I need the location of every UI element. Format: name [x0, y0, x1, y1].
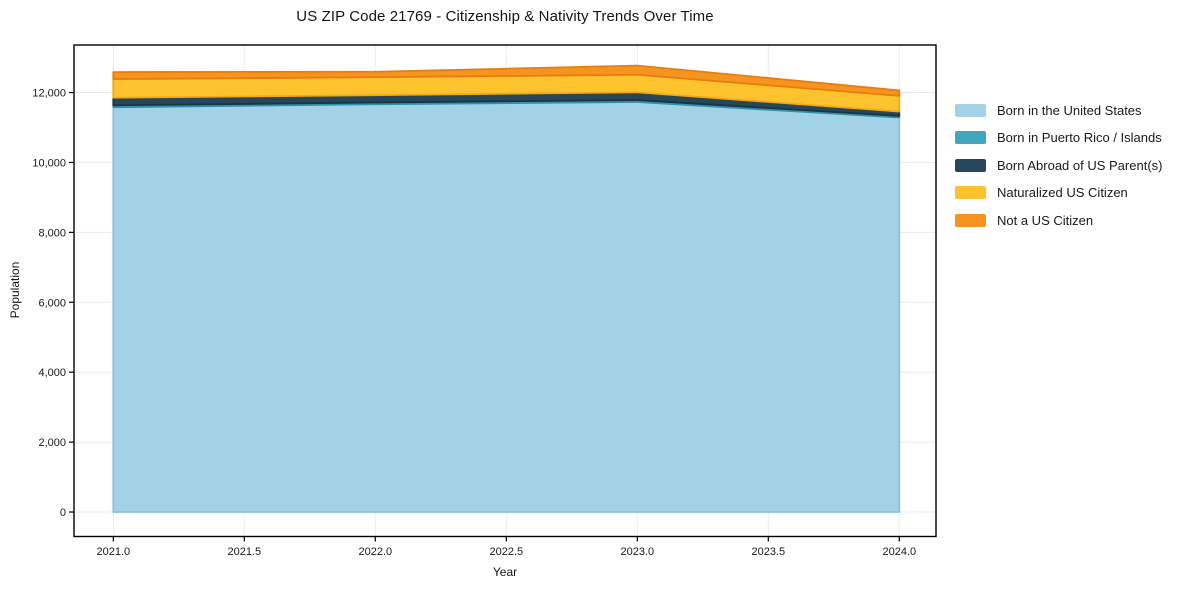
- legend-item: Born Abroad of US Parent(s): [955, 158, 1162, 173]
- x-axis-label: Year: [492, 565, 518, 579]
- y-axis-label: Population: [8, 261, 22, 319]
- y-tick-label: 0: [60, 507, 66, 519]
- area-series-0: [112, 101, 901, 513]
- y-tick-label: 2,000: [38, 437, 66, 449]
- y-tick-label: 4,000: [38, 367, 66, 379]
- area-series-4: [112, 64, 901, 97]
- x-tick-label: 2023.0: [620, 546, 654, 558]
- legend-item: Born in the United States: [955, 103, 1162, 118]
- legend-swatch-icon: [955, 104, 986, 117]
- x-tick-label: 2021.5: [227, 546, 261, 558]
- legend-label: Not a US Citizen: [997, 212, 1094, 228]
- legend-label: Born in the United States: [997, 103, 1142, 118]
- legend-swatch-icon: [955, 213, 986, 227]
- x-tick-label: 2024.0: [882, 546, 916, 558]
- legend-item: Born in Puerto Rico / Islands: [955, 130, 1162, 145]
- chart-title: US ZIP Code 21769 - Citizenship & Nativi…: [296, 8, 714, 25]
- y-tick-label: 12,000: [32, 88, 66, 100]
- legend-swatch-icon: [955, 131, 986, 145]
- y-tick-label: 6,000: [38, 297, 66, 309]
- legend: Born in the United States Born in Puerto …: [955, 103, 1162, 240]
- legend-label: Born Abroad of US Parent(s): [997, 157, 1163, 173]
- x-tick-label: 2022.0: [358, 546, 392, 558]
- y-tick-label: 8,000: [38, 227, 66, 239]
- legend-label: Naturalized US Citizen: [997, 185, 1128, 201]
- x-tick-label: 2021.0: [96, 546, 130, 558]
- legend-item: Naturalized US Citizen: [955, 185, 1162, 200]
- legend-item: Not a US Citizen: [955, 213, 1162, 228]
- legend-swatch-icon: [955, 158, 986, 172]
- legend-swatch-icon: [955, 186, 986, 200]
- x-tick-label: 2022.5: [489, 546, 523, 558]
- x-tick-label: 2023.5: [751, 546, 785, 558]
- plot-frame: [73, 44, 937, 538]
- legend-label: Born in Puerto Rico / Islands: [997, 130, 1162, 146]
- y-tick-label: 10,000: [32, 157, 66, 169]
